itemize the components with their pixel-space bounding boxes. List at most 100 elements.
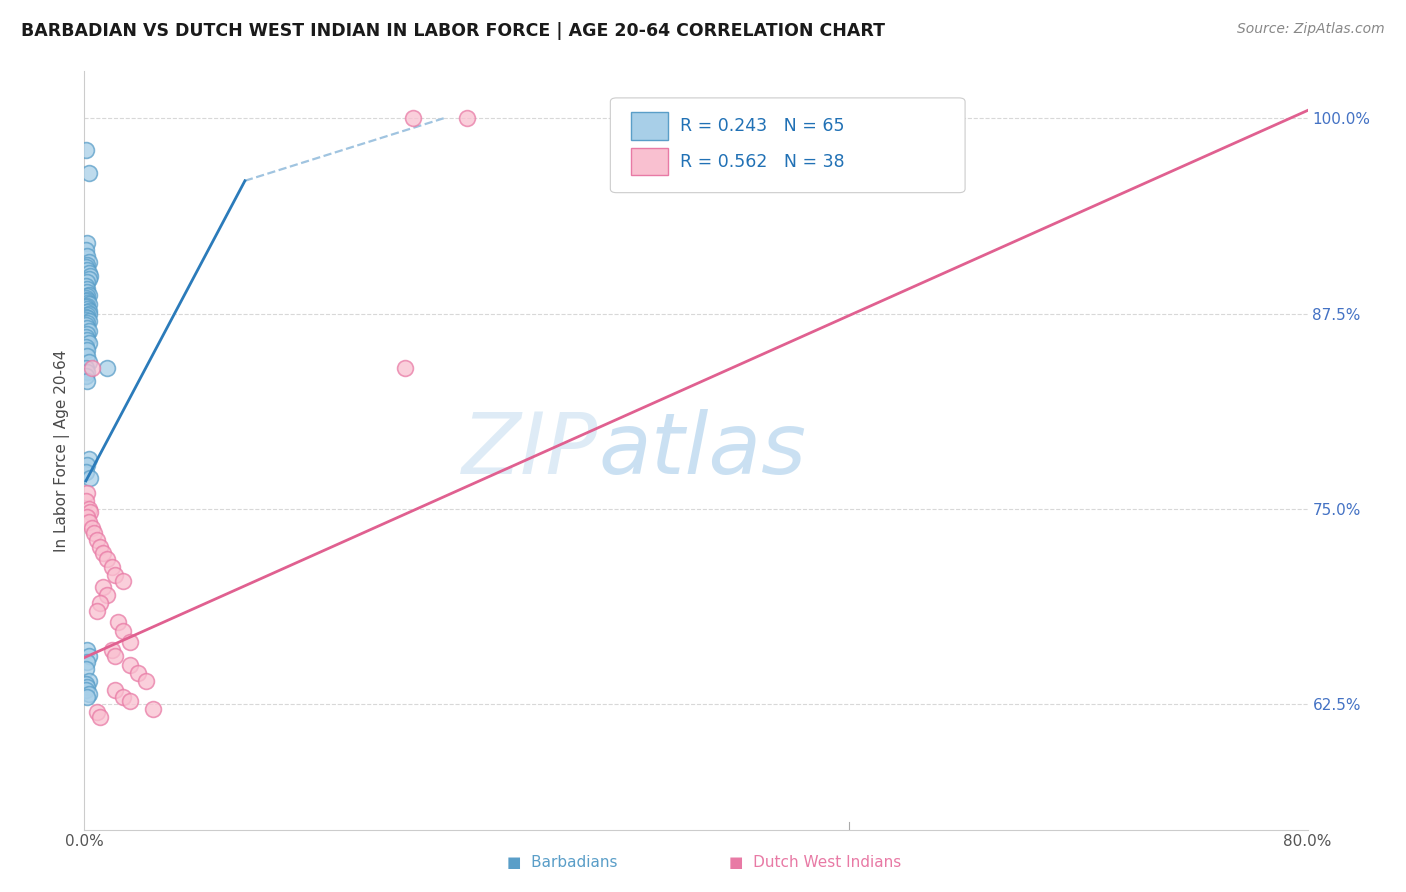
Point (77, 266, 100, 280)
Point (76, 282, 98, 296)
Point (96, 588, 118, 602)
Point (77, 166, 100, 180)
Point (77, 515, 100, 529)
Point (75, 310, 97, 324)
Text: Source: ZipAtlas.com: Source: ZipAtlas.com (1237, 22, 1385, 37)
Point (77, 307, 100, 321)
Text: atlas: atlas (598, 409, 806, 492)
Point (75, 339, 97, 353)
Point (120, 635, 142, 649)
Point (96, 361, 118, 376)
Point (111, 624, 134, 638)
Y-axis label: In Labor Force | Age 20-64: In Labor Force | Age 20-64 (55, 350, 70, 551)
Point (76, 655, 98, 669)
Point (76, 486, 98, 500)
Point (75, 260, 97, 274)
Point (76, 333, 98, 347)
Point (75, 369, 97, 384)
Point (76, 316, 98, 330)
Point (76, 326, 98, 341)
Point (86, 533, 108, 548)
Point (80, 521, 103, 535)
Point (96, 552, 118, 566)
Point (77, 314, 100, 328)
Point (76, 301, 98, 316)
Point (75, 318, 97, 332)
Point (456, 112, 478, 126)
Point (107, 615, 129, 629)
Point (75, 330, 97, 344)
Point (89, 596, 111, 610)
Point (75, 243, 97, 257)
Point (75, 291, 97, 305)
Point (77, 324, 100, 338)
Point (75, 301, 97, 315)
Point (77, 336, 100, 351)
Point (75, 361, 97, 376)
Point (76, 285, 98, 299)
Point (89, 710, 111, 724)
Point (80, 361, 103, 376)
Point (89, 540, 111, 554)
Point (77, 674, 100, 689)
Point (838, 112, 860, 126)
Point (75, 683, 97, 698)
Point (76, 299, 98, 313)
Point (127, 666, 149, 681)
Point (77, 272, 100, 286)
Point (79, 505, 101, 519)
Point (77, 303, 100, 318)
Point (104, 567, 127, 582)
Point (76, 276, 98, 290)
Point (76, 305, 98, 319)
Point (77, 687, 100, 701)
Point (76, 509, 98, 524)
Point (75, 313, 97, 327)
Point (101, 642, 124, 657)
Bar (631, 148, 668, 175)
Point (75, 661, 97, 675)
Point (76, 320, 98, 334)
Point (76, 642, 98, 657)
Point (77, 297, 100, 311)
Point (101, 560, 124, 574)
Point (76, 374, 98, 388)
Point (76, 364, 98, 378)
Point (75, 677, 97, 691)
Point (79, 471, 101, 485)
Point (120, 694, 142, 708)
Point (104, 648, 127, 663)
Point (77, 355, 100, 369)
Point (104, 683, 127, 698)
Text: ■  Dutch West Indians: ■ Dutch West Indians (730, 855, 901, 870)
Point (402, 112, 425, 126)
Point (76, 308, 98, 322)
Point (76, 690, 98, 704)
Point (75, 143, 97, 157)
Text: ■  Barbadians: ■ Barbadians (508, 855, 617, 870)
Point (86, 706, 108, 720)
Point (76, 289, 98, 303)
Text: ZIP: ZIP (461, 409, 598, 492)
Point (76, 263, 98, 277)
Point (91, 580, 114, 594)
Point (91, 546, 114, 560)
Text: R = 0.243   N = 65: R = 0.243 N = 65 (681, 117, 845, 135)
Text: R = 0.562   N = 38: R = 0.562 N = 38 (681, 153, 845, 170)
Point (76, 293, 98, 307)
Point (76, 295, 98, 310)
Point (77, 648, 100, 663)
Point (75, 278, 97, 293)
Point (86, 604, 108, 618)
Point (76, 343, 98, 357)
Point (394, 361, 416, 376)
Point (76, 258, 98, 272)
Point (77, 502, 100, 516)
Point (76, 349, 98, 363)
Point (75, 494, 97, 508)
Point (142, 702, 165, 716)
Point (135, 674, 157, 689)
FancyBboxPatch shape (610, 98, 965, 193)
Point (77, 452, 100, 467)
Bar (631, 112, 668, 140)
